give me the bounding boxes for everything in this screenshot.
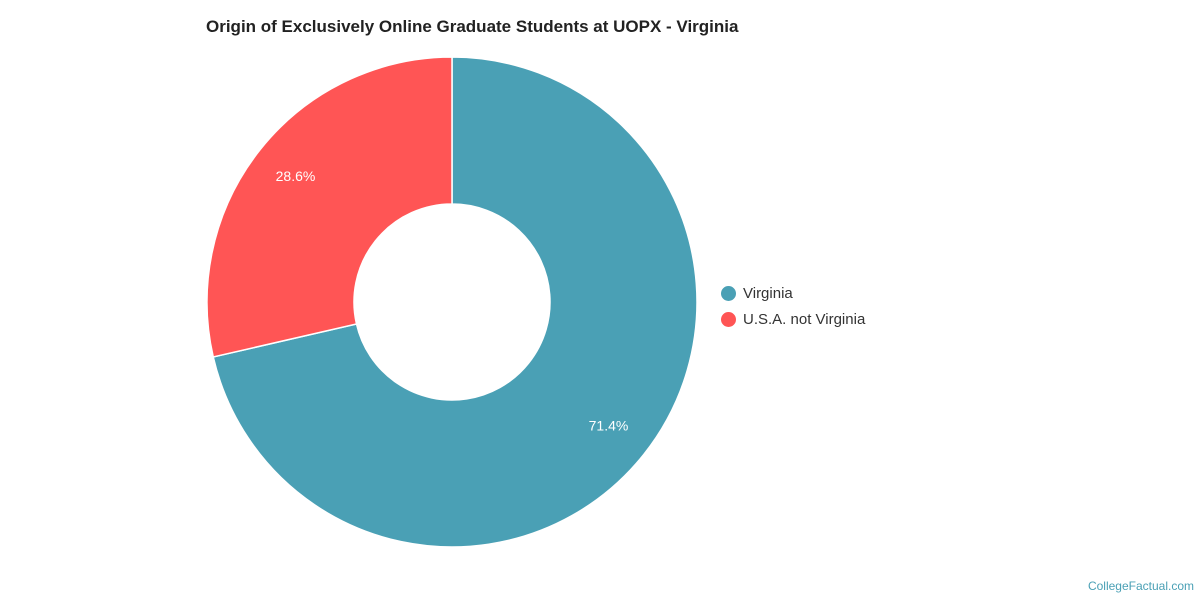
donut-labels: 71.4% 28.6%	[276, 168, 629, 433]
donut-slices	[206, 56, 698, 548]
slice-virginia[interactable]	[212, 56, 698, 548]
watermark-link[interactable]: CollegeFactual.com	[1087, 579, 1194, 593]
chart-legend: Virginia U.S.A. not Virginia	[721, 280, 865, 332]
legend-item-usa-not-virginia[interactable]: U.S.A. not Virginia	[721, 306, 865, 332]
legend-swatch-virginia	[721, 285, 736, 301]
legend-label-virginia: Virginia	[743, 284, 793, 302]
slice-label-virginia: 71.4%	[589, 417, 629, 433]
chart-title: Origin of Exclusively Online Graduate St…	[206, 17, 739, 36]
slice-u-s-a-not-virginia[interactable]	[206, 56, 453, 358]
legend-label-usa-not-virginia: U.S.A. not Virginia	[743, 310, 866, 328]
slice-label-u-s-a-not-virginia: 28.6%	[276, 168, 316, 184]
legend-item-virginia[interactable]: Virginia	[721, 280, 865, 306]
legend-swatch-usa-not-virginia	[721, 311, 736, 327]
